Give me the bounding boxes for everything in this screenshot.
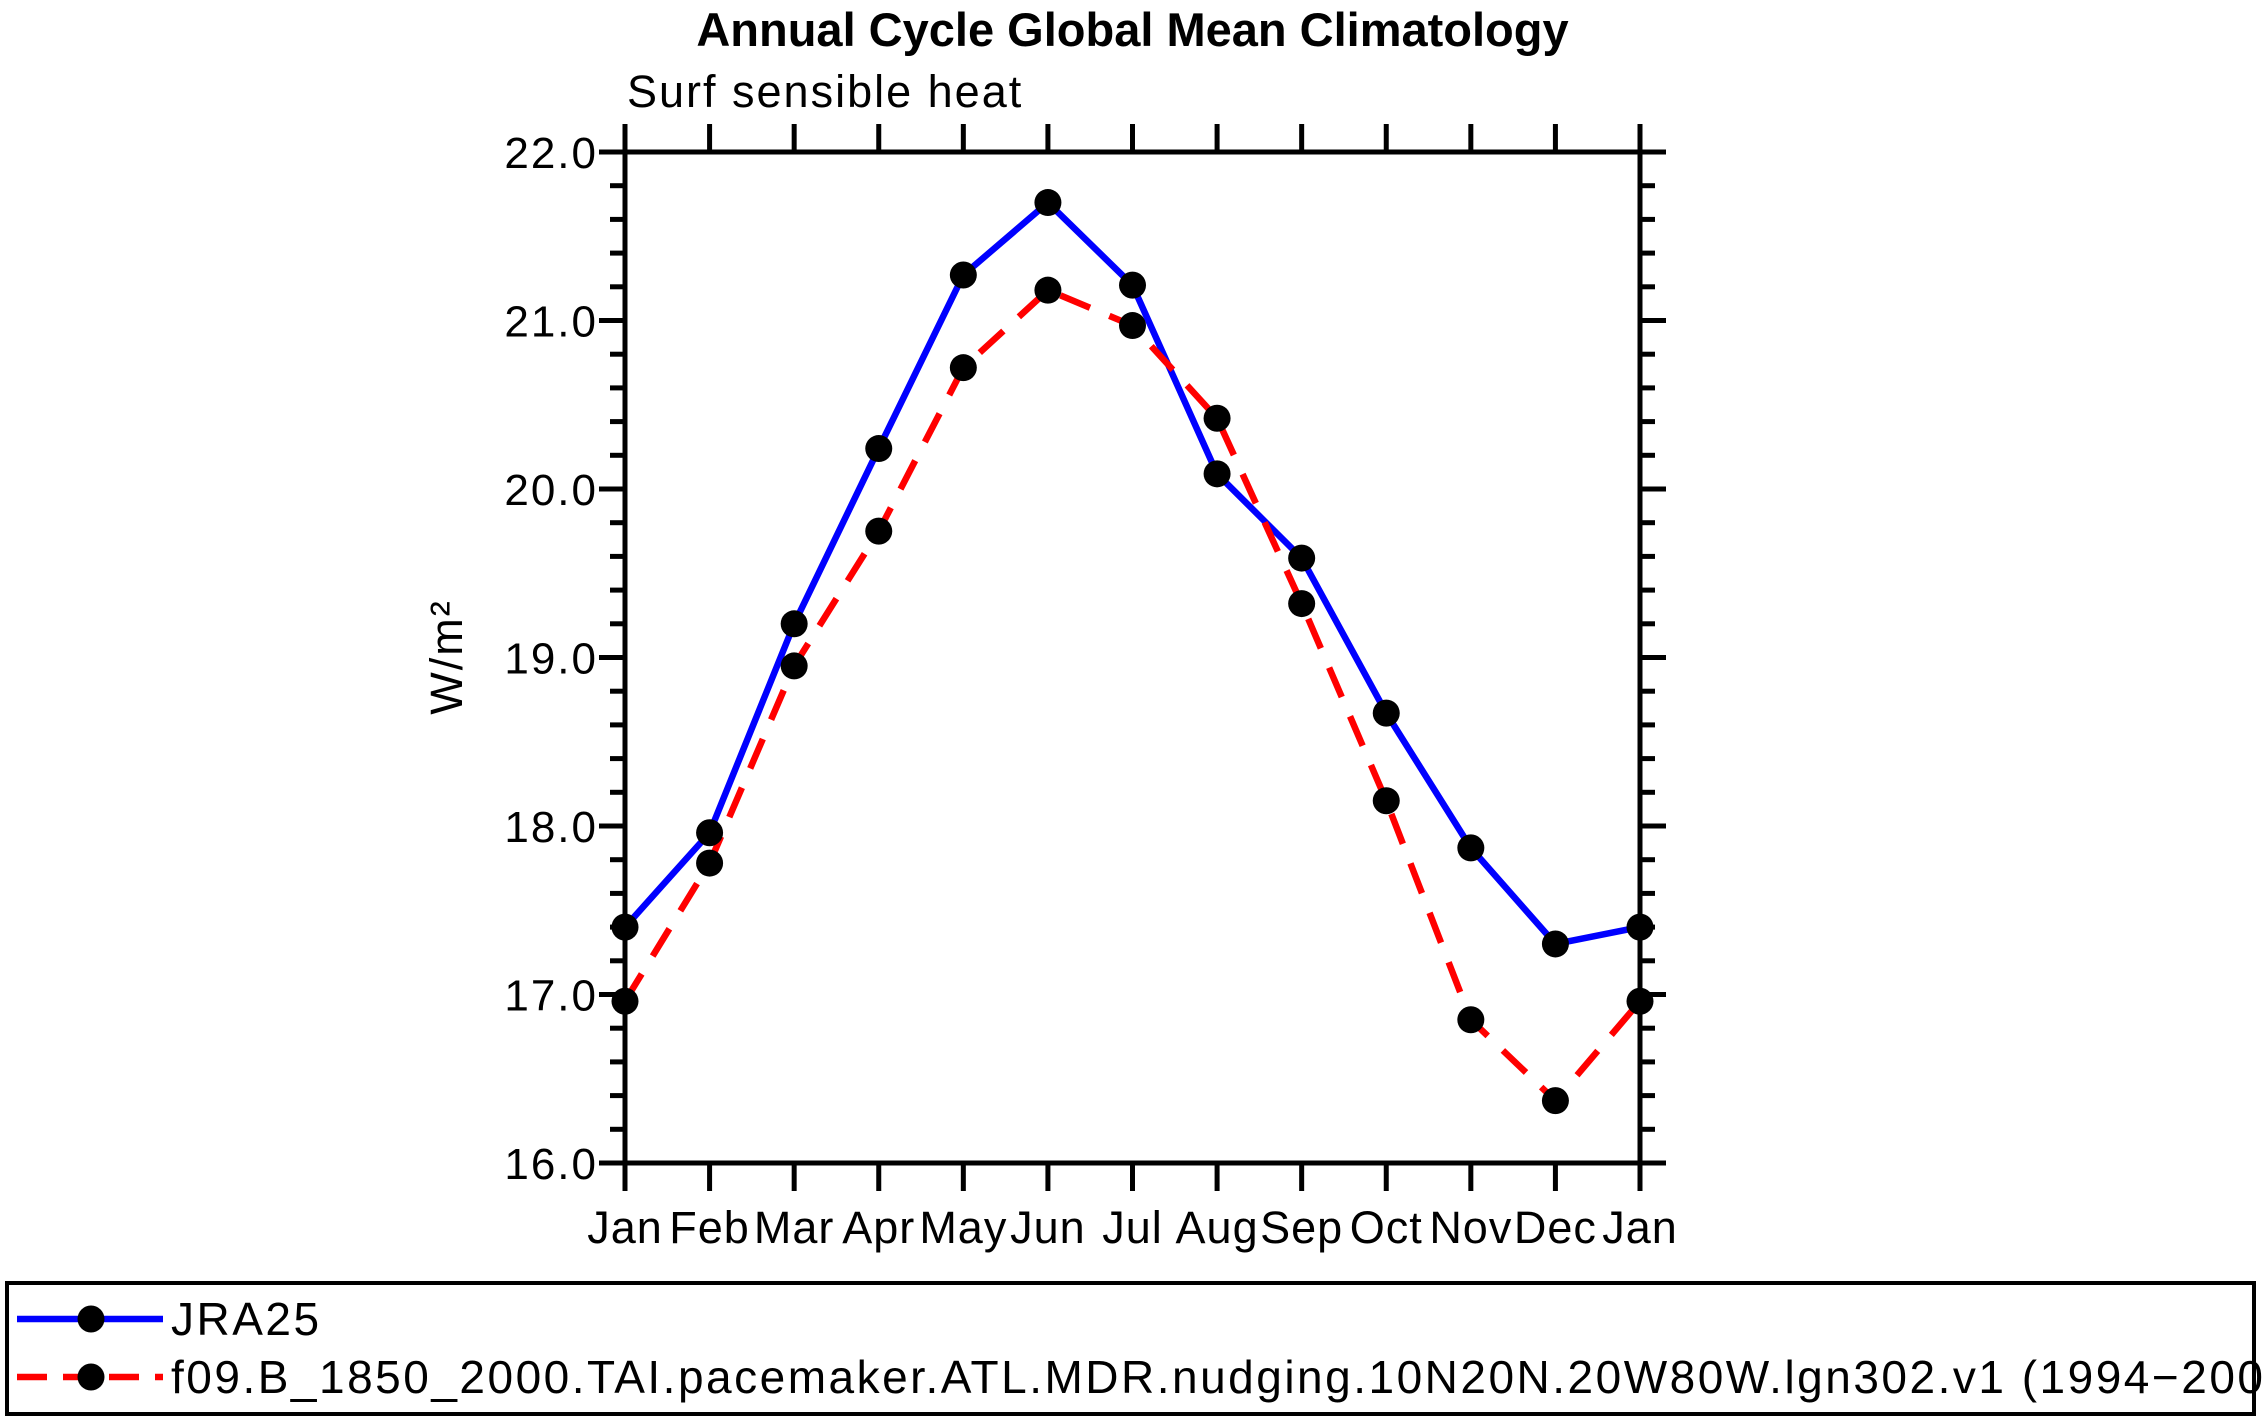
data-point-dot bbox=[1541, 1087, 1569, 1115]
data-point-dot bbox=[1288, 544, 1316, 572]
data-point-dot bbox=[1457, 1006, 1485, 1034]
svg-text:19.0: 19.0 bbox=[504, 635, 598, 684]
data-point-dot bbox=[949, 261, 977, 289]
svg-text:Sep: Sep bbox=[1260, 1202, 1343, 1253]
svg-text:22.0: 22.0 bbox=[504, 129, 598, 178]
legend: JRA25 f09.B_1850_2000.TAI.pacemaker.ATL.… bbox=[5, 1281, 2265, 1416]
svg-text:Oct: Oct bbox=[1350, 1202, 1423, 1253]
data-point-dot bbox=[1288, 590, 1316, 618]
svg-text:Jan: Jan bbox=[1602, 1202, 1678, 1253]
svg-text:17.0: 17.0 bbox=[504, 972, 598, 1021]
svg-text:Apr: Apr bbox=[842, 1202, 915, 1253]
data-point-dot bbox=[780, 610, 808, 638]
data-point-dot bbox=[696, 819, 724, 847]
y-axis-tick-labels: 16.0 17.0 18.0 19.0 20.0 21.0 22.0 bbox=[504, 129, 598, 1189]
svg-text:Dec: Dec bbox=[1514, 1202, 1597, 1253]
legend-label-model: f09.B_1850_2000.TAI.pacemaker.ATL.MDR.nu… bbox=[171, 1351, 2265, 1403]
data-point-dot bbox=[865, 435, 893, 463]
data-point-dot bbox=[696, 849, 724, 877]
chart-title: Annual Cycle Global Mean Climatology bbox=[696, 3, 1569, 56]
series-1 bbox=[622, 286, 1643, 1106]
data-point-dot bbox=[780, 652, 808, 680]
svg-text:Jan: Jan bbox=[587, 1202, 663, 1253]
svg-text:Feb: Feb bbox=[669, 1202, 750, 1253]
x-axis-tick-labels: Jan Feb Mar Apr May Jun Jul Aug Sep Oct Nov Dec Jan bbox=[587, 1202, 1678, 1253]
data-point-dot bbox=[1541, 930, 1569, 958]
data-point-dot bbox=[949, 354, 977, 382]
svg-text:Nov: Nov bbox=[1429, 1202, 1512, 1253]
svg-text:18.0: 18.0 bbox=[504, 803, 598, 852]
svg-text:Jun: Jun bbox=[1010, 1202, 1086, 1253]
svg-text:Jul: Jul bbox=[1102, 1202, 1163, 1253]
svg-text:Mar: Mar bbox=[754, 1202, 835, 1253]
series-line-1 bbox=[622, 286, 1643, 1106]
data-point-dot bbox=[865, 517, 893, 545]
svg-text:20.0: 20.0 bbox=[504, 466, 598, 515]
legend-label-jra25: JRA25 bbox=[171, 1293, 322, 1345]
legend-line-dashed-sample bbox=[17, 1363, 163, 1391]
data-point-dot bbox=[1203, 460, 1231, 488]
legend-row-model: f09.B_1850_2000.TAI.pacemaker.ATL.MDR.nu… bbox=[15, 1351, 2265, 1403]
data-point-dot bbox=[611, 913, 639, 941]
data-point-dot bbox=[1372, 699, 1400, 727]
svg-text:21.0: 21.0 bbox=[504, 298, 598, 347]
data-point-dot bbox=[1034, 276, 1062, 304]
data-point-dot bbox=[1626, 987, 1654, 1015]
data-point-markers bbox=[611, 189, 1654, 1115]
data-point-dot bbox=[611, 987, 639, 1015]
x-axis-ticks bbox=[622, 124, 1643, 1191]
y-axis-ticks bbox=[599, 149, 1666, 1166]
data-point-dot bbox=[1119, 312, 1146, 340]
data-point-dot bbox=[1372, 787, 1400, 815]
data-point-dot bbox=[1034, 189, 1062, 217]
svg-text:Aug: Aug bbox=[1176, 1202, 1259, 1253]
data-point-dot bbox=[1626, 913, 1654, 941]
svg-text:16.0: 16.0 bbox=[504, 1140, 598, 1189]
data-point-dot bbox=[1457, 834, 1485, 862]
legend-row-jra25: JRA25 bbox=[15, 1293, 322, 1345]
data-point-dot bbox=[1119, 271, 1146, 299]
svg-text:May: May bbox=[919, 1202, 1007, 1253]
legend-line-solid-sample bbox=[17, 1305, 163, 1333]
chart-subtitle: Surf sensible heat bbox=[627, 66, 1024, 117]
data-point-dot bbox=[1203, 404, 1231, 432]
